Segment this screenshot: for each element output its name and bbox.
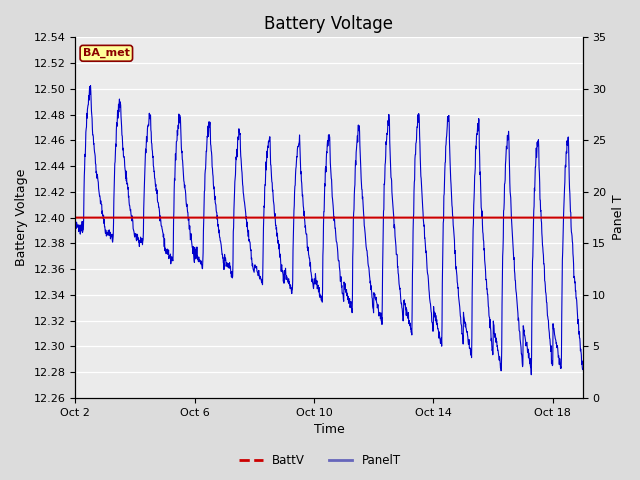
Legend: BattV, PanelT: BattV, PanelT [234, 449, 406, 472]
Text: BA_met: BA_met [83, 48, 130, 59]
X-axis label: Time: Time [314, 423, 344, 436]
Title: Battery Voltage: Battery Voltage [264, 15, 394, 33]
Y-axis label: Battery Voltage: Battery Voltage [15, 169, 28, 266]
Y-axis label: Panel T: Panel T [612, 195, 625, 240]
